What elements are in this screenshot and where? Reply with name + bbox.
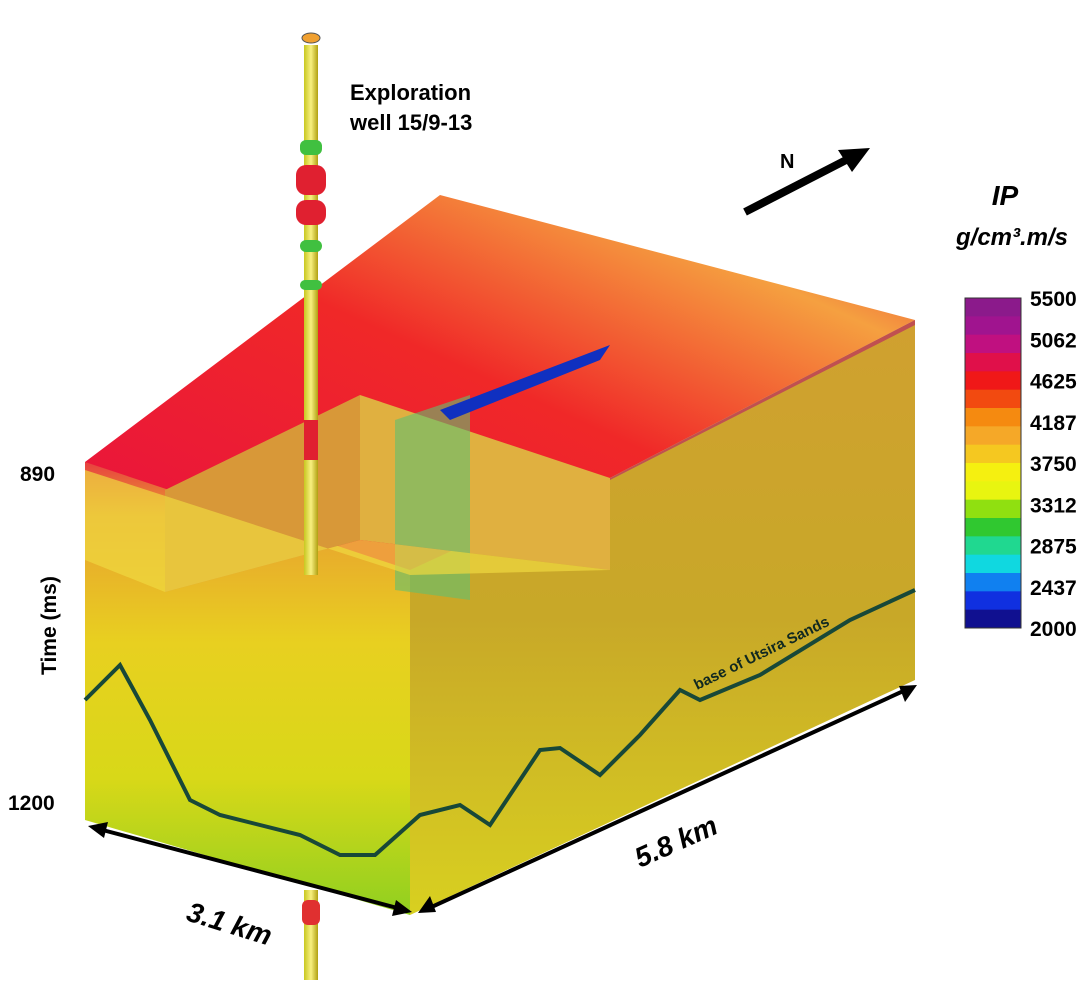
- well-log-segment: [304, 420, 318, 460]
- colorbar-swatch: [965, 298, 1021, 317]
- well-log-segment: [296, 200, 326, 225]
- time-axis-label: Time (ms): [38, 576, 61, 675]
- length-label: 5.8 km: [630, 810, 722, 874]
- colorbar-swatch: [965, 408, 1021, 427]
- time-tick-label: 890: [20, 463, 55, 486]
- colorbar-swatch: [965, 573, 1021, 592]
- colorbar-swatch: [965, 536, 1021, 555]
- figure: N Exploration well 15/9-13 890 1200 Time…: [0, 0, 1091, 981]
- colorbar-tick-label: 4187: [1030, 412, 1077, 435]
- colorbar-swatch: [965, 500, 1021, 519]
- well-log-segment: [300, 140, 322, 155]
- cube: [85, 195, 915, 915]
- north-label: N: [780, 151, 794, 173]
- well-log-segment: [300, 280, 322, 290]
- arrow-head: [88, 822, 108, 838]
- colorbar-tick-label: 5500: [1030, 288, 1077, 311]
- colorbar-unit: g/cm³.m/s: [955, 224, 1068, 251]
- colorbar-swatch: [965, 371, 1021, 390]
- north-arrow: [745, 158, 850, 212]
- colorbar: 5500 5062 4625 4187 3750 3312 2875 2437 2000: [965, 288, 1077, 641]
- width-label: 3.1 km: [183, 896, 275, 951]
- colorbar-tick-label: 2875: [1030, 536, 1077, 559]
- colorbar-swatch: [965, 555, 1021, 574]
- well-upper: [304, 45, 318, 575]
- time-tick-label: 1200: [8, 792, 55, 815]
- colorbar-tick-label: 2437: [1030, 577, 1077, 600]
- colorbar-swatch: [965, 316, 1021, 335]
- colorbar-swatch: [965, 518, 1021, 537]
- well-log-segment: [300, 240, 322, 252]
- colorbar-swatch: [965, 463, 1021, 482]
- colorbar-tick-label: 5062: [1030, 329, 1077, 352]
- well-label: well 15/9-13: [349, 110, 472, 135]
- well-label: Exploration: [350, 80, 471, 105]
- colorbar-swatch: [965, 353, 1021, 372]
- colorbar-swatch: [965, 445, 1021, 464]
- colorbar-tick-label: 3750: [1030, 453, 1077, 476]
- colorbar-tick-label: 2000: [1030, 618, 1077, 641]
- colorbar-tick-label: 3312: [1030, 494, 1077, 517]
- well-head: [302, 33, 320, 43]
- colorbar-swatch: [965, 610, 1021, 629]
- colorbar-swatch: [965, 335, 1021, 354]
- colorbar-swatch: [965, 390, 1021, 409]
- colorbar-swatch: [965, 591, 1021, 610]
- well-log-segment: [302, 900, 320, 925]
- well-log-segment: [296, 165, 326, 195]
- colorbar-swatch: [965, 481, 1021, 500]
- colorbar-swatch: [965, 426, 1021, 445]
- colorbar-tick-label: 4625: [1030, 371, 1077, 394]
- colorbar-title: IP: [992, 180, 1019, 211]
